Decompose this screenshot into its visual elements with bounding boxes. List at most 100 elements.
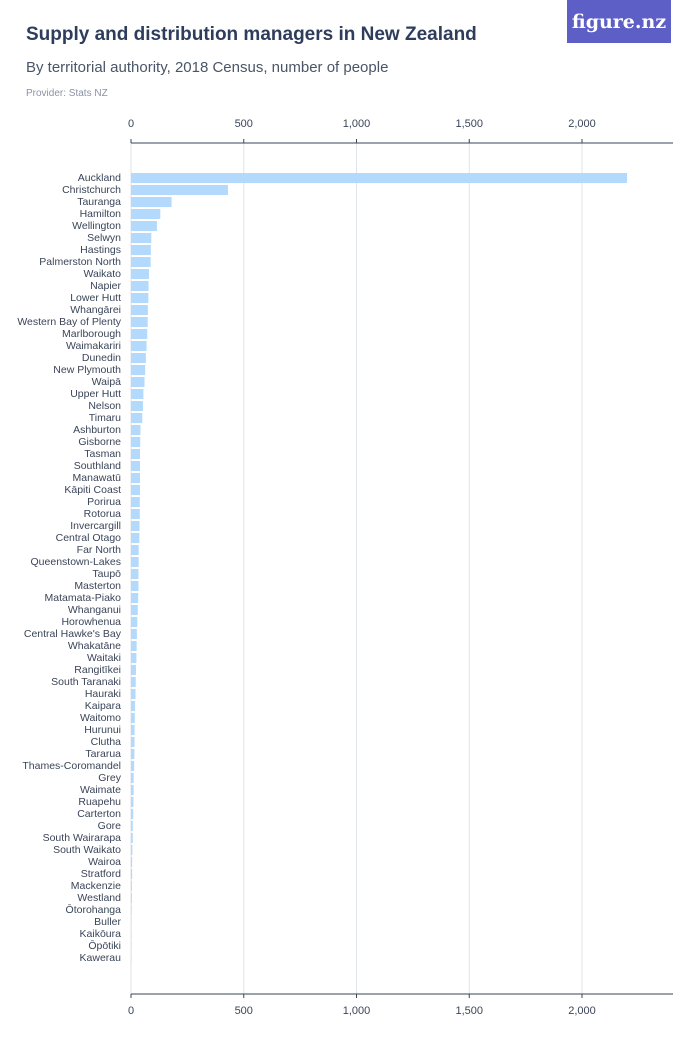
- category-label-23: Tasman: [84, 448, 121, 460]
- bar-9: [131, 281, 149, 291]
- bar-58: [131, 869, 133, 879]
- bar-33: [131, 569, 139, 579]
- bar-37: [131, 617, 138, 627]
- category-label-64: Ōpōtiki: [88, 940, 121, 952]
- category-label-30: Central Otago: [56, 532, 122, 544]
- category-label-27: Porirua: [87, 496, 121, 508]
- bar-48: [131, 749, 135, 759]
- category-label-35: Matamata-Piako: [45, 592, 122, 604]
- bar-65: [131, 953, 132, 963]
- bar-27: [131, 497, 140, 507]
- category-label-42: South Taranaki: [51, 676, 121, 688]
- category-label-65: Kawerau: [80, 952, 122, 964]
- chart-title: Supply and distribution managers in New …: [26, 24, 477, 45]
- bar-4: [131, 221, 157, 231]
- bar-6: [131, 245, 151, 255]
- bar-47: [131, 737, 135, 747]
- category-label-12: Western Bay of Plenty: [17, 316, 121, 328]
- bar-26: [131, 485, 141, 495]
- category-label-52: Ruapehu: [78, 796, 121, 808]
- category-label-9: Napier: [90, 280, 121, 292]
- category-label-33: Taupō: [92, 568, 121, 580]
- category-label-47: Clutha: [91, 736, 122, 748]
- category-label-40: Waitaki: [87, 652, 121, 664]
- category-label-14: Waimakariri: [66, 340, 121, 352]
- category-label-55: South Wairarapa: [43, 832, 122, 844]
- category-label-36: Whanganui: [68, 604, 121, 616]
- provider-note: Provider: Stats NZ: [26, 88, 108, 99]
- bar-3: [131, 209, 161, 219]
- category-label-57: Wairoa: [88, 856, 121, 868]
- category-label-24: Southland: [74, 460, 121, 472]
- bar-22: [131, 437, 141, 447]
- bar-42: [131, 677, 136, 687]
- category-label-63: Kaikōura: [80, 928, 122, 940]
- category-label-10: Lower Hutt: [70, 292, 121, 304]
- category-label-8: Waikato: [83, 268, 121, 280]
- bar-54: [131, 821, 133, 831]
- bar-12: [131, 317, 148, 327]
- bar-30: [131, 533, 140, 543]
- category-label-59: Mackenzie: [71, 880, 121, 892]
- bottom-tick-label-3: 1,500: [455, 1005, 483, 1017]
- bar-20: [131, 413, 143, 423]
- category-label-2: Tauranga: [77, 196, 121, 208]
- category-label-62: Buller: [94, 916, 121, 928]
- bar-21: [131, 425, 141, 435]
- bottom-tick-label-1: 500: [235, 1005, 253, 1017]
- bar-34: [131, 581, 139, 591]
- bar-61: [131, 905, 132, 915]
- category-label-34: Masterton: [74, 580, 121, 592]
- bar-63: [131, 929, 132, 939]
- chart-subtitle: By territorial authority, 2018 Census, n…: [26, 59, 389, 76]
- category-label-44: Kaipara: [85, 700, 121, 712]
- category-label-38: Central Hawke's Bay: [24, 628, 122, 640]
- category-label-56: South Waikato: [53, 844, 121, 856]
- category-label-22: Gisborne: [78, 436, 121, 448]
- category-label-37: Horowhenua: [61, 616, 121, 628]
- bar-46: [131, 725, 135, 735]
- bar-59: [131, 881, 132, 891]
- bar-32: [131, 557, 139, 567]
- bar-1: [131, 185, 228, 195]
- bar-5: [131, 233, 152, 243]
- top-tick-label-4: 2,000: [568, 118, 596, 130]
- bar-36: [131, 605, 138, 615]
- bar-62: [131, 917, 132, 927]
- bar-50: [131, 773, 134, 783]
- category-label-11: Whangārei: [70, 304, 121, 316]
- bar-40: [131, 653, 137, 663]
- category-label-39: Whakatāne: [68, 640, 121, 652]
- category-label-53: Carterton: [77, 808, 121, 820]
- bar-15: [131, 353, 146, 363]
- bar-29: [131, 521, 140, 531]
- category-label-26: Kāpiti Coast: [64, 484, 121, 496]
- category-label-48: Tararua: [85, 748, 121, 760]
- figure-nz-logo[interactable]: figure.nz: [567, 0, 671, 43]
- bar-60: [131, 893, 132, 903]
- bar-10: [131, 293, 149, 303]
- bar-24: [131, 461, 141, 471]
- bar-53: [131, 809, 134, 819]
- category-label-29: Invercargill: [70, 520, 121, 532]
- bar-17: [131, 377, 145, 387]
- bar-31: [131, 545, 139, 555]
- bar-13: [131, 329, 148, 339]
- bar-35: [131, 593, 139, 603]
- bar-45: [131, 713, 135, 723]
- category-label-28: Rotorua: [84, 508, 122, 520]
- category-label-19: Nelson: [88, 400, 121, 412]
- top-tick-label-3: 1,500: [455, 118, 483, 130]
- bar-16: [131, 365, 146, 375]
- category-label-17: Waipā: [92, 376, 122, 388]
- category-label-54: Gore: [98, 820, 122, 832]
- top-tick-label-1: 500: [235, 118, 253, 130]
- bottom-tick-label-0: 0: [128, 1005, 134, 1017]
- category-label-5: Selwyn: [87, 232, 121, 244]
- bar-64: [131, 941, 132, 951]
- category-label-41: Rangitīkei: [74, 664, 121, 676]
- bar-25: [131, 473, 141, 483]
- category-label-32: Queenstown-Lakes: [31, 556, 121, 568]
- bar-7: [131, 257, 151, 267]
- bar-28: [131, 509, 140, 519]
